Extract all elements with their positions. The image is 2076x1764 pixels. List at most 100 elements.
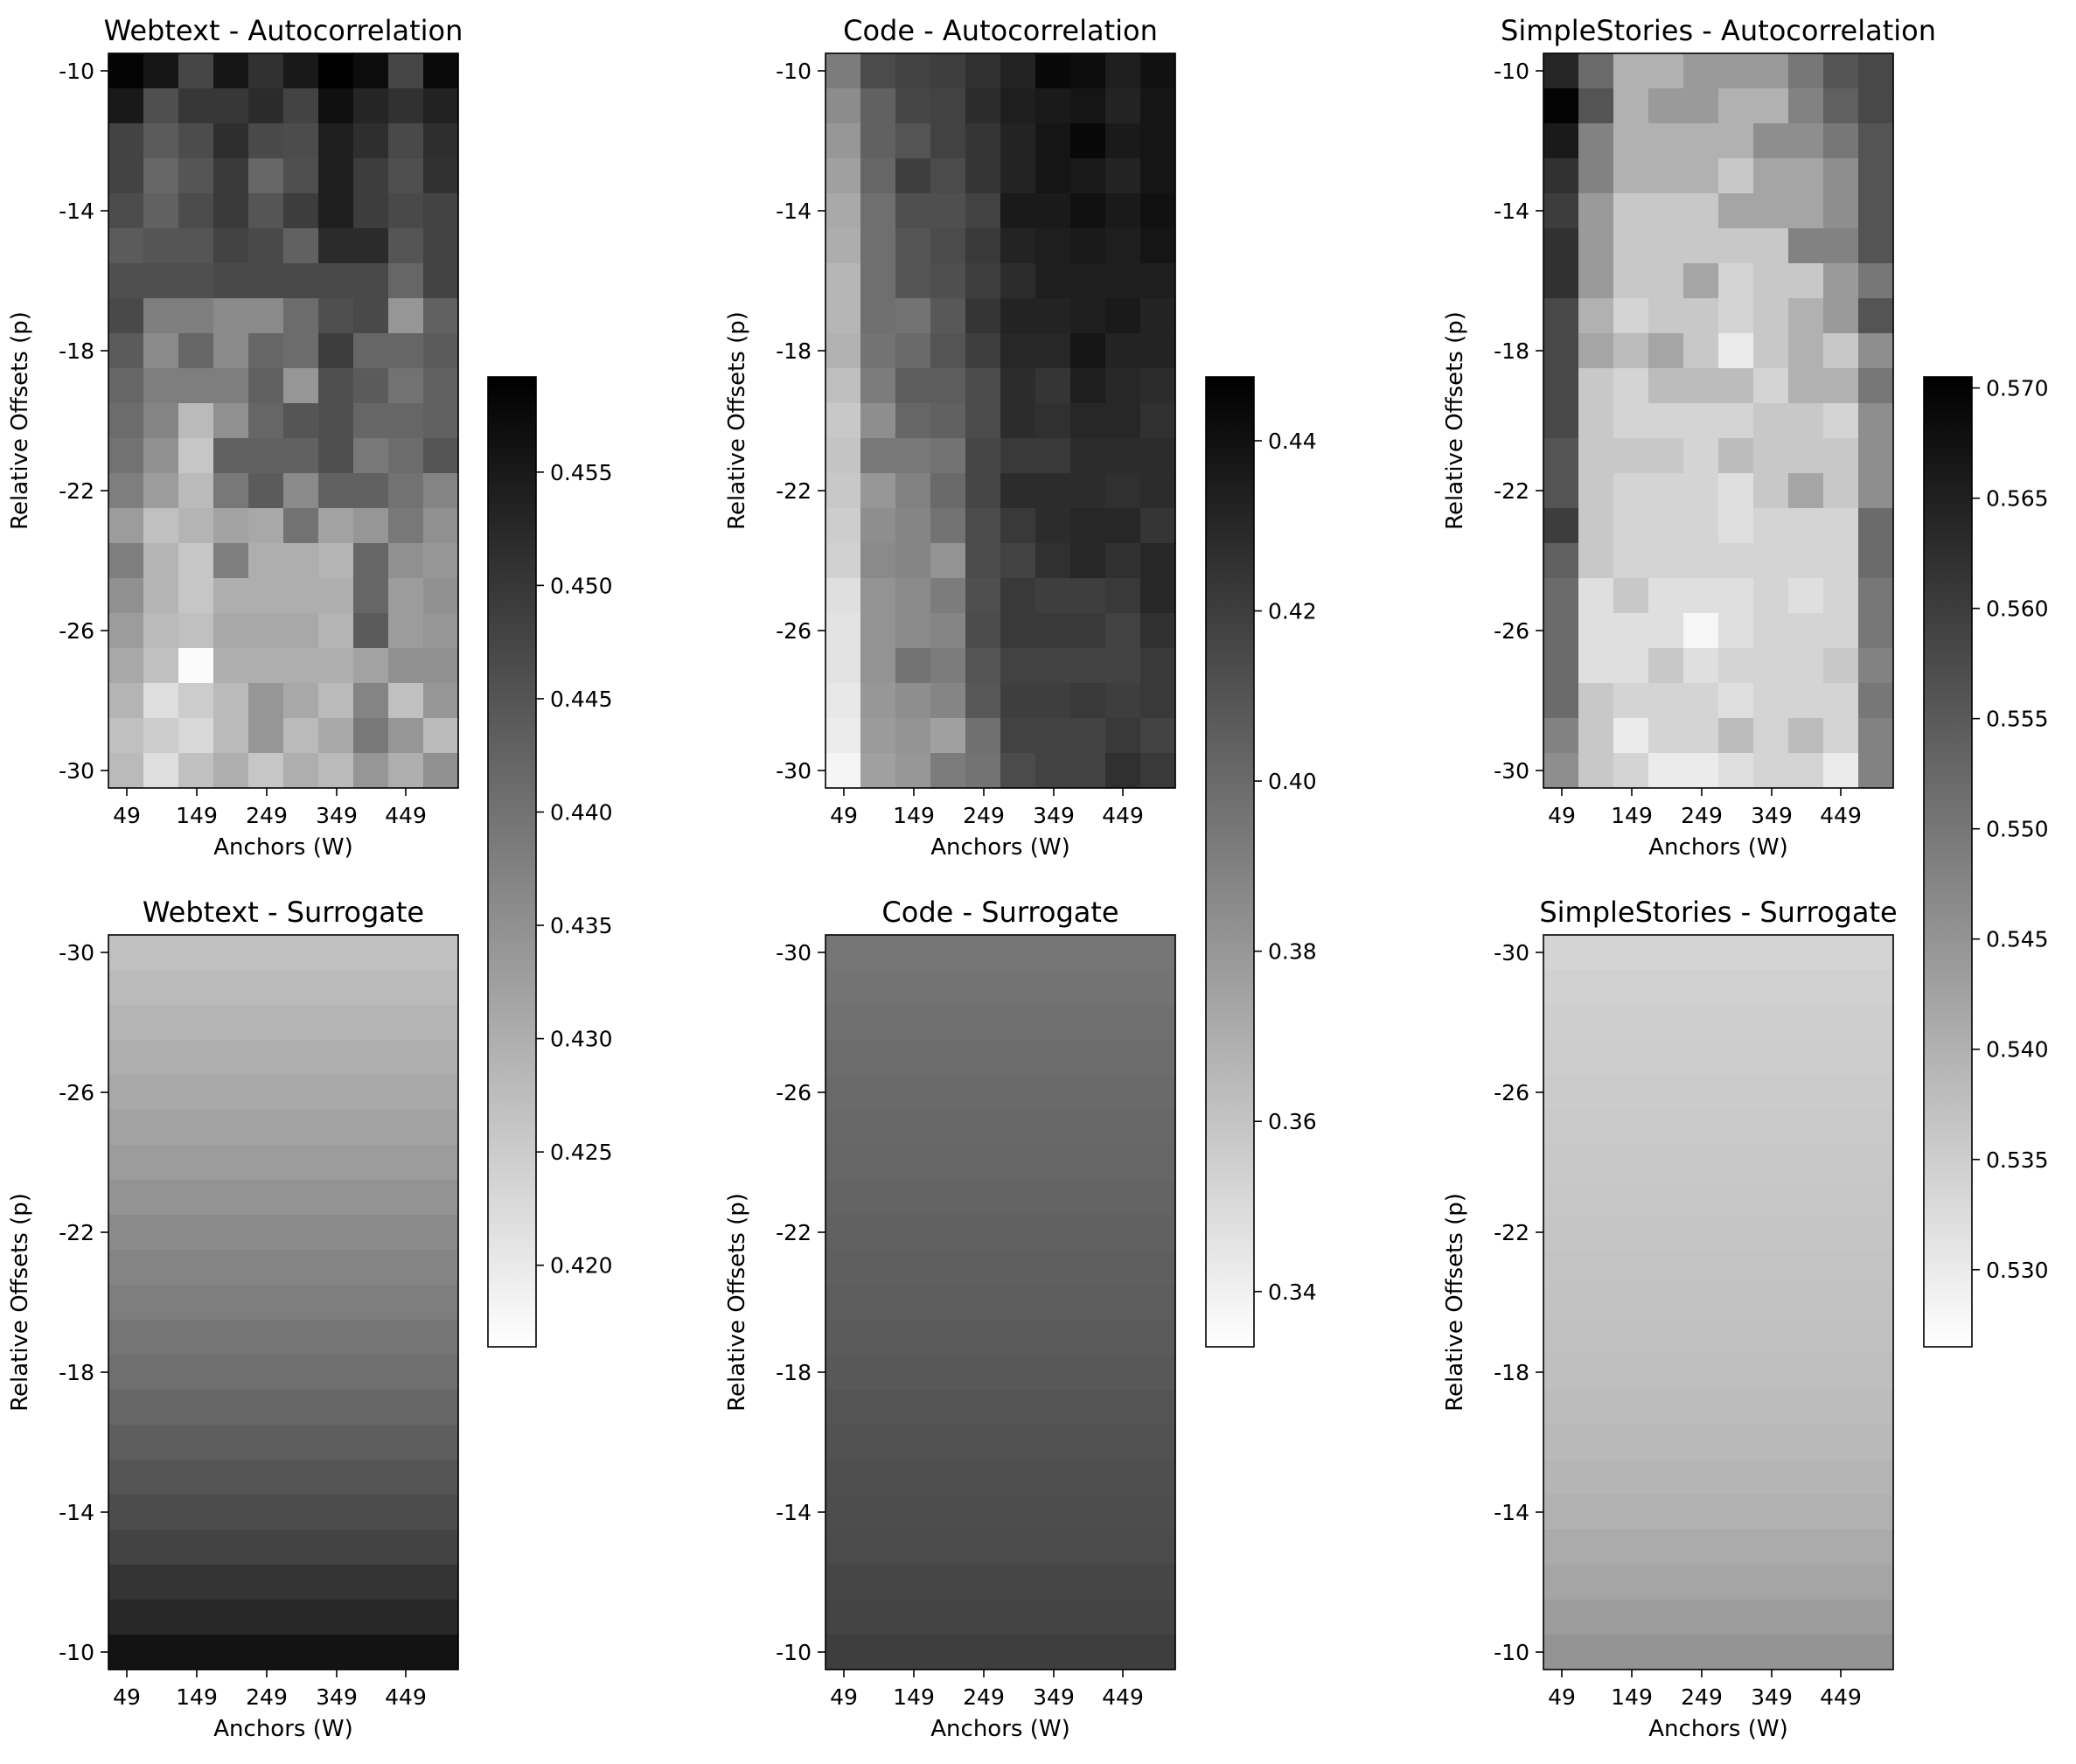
colorbar-gradient xyxy=(487,376,537,1348)
heatmap-cell xyxy=(1613,543,1649,579)
heatmap-cell xyxy=(1683,648,1719,684)
heatmap-cell xyxy=(1823,158,1859,194)
heatmap-cell xyxy=(318,193,354,229)
heatmap-cell xyxy=(1578,438,1614,474)
heatmap-cell xyxy=(1578,683,1614,719)
heatmap-cell xyxy=(178,753,214,789)
heatmap-cell xyxy=(965,368,1001,404)
heatmap-cell xyxy=(1613,53,1649,89)
heatmap-cell xyxy=(178,193,214,229)
heatmap-cell xyxy=(1140,333,1176,369)
y-tick-label: -30 xyxy=(776,758,812,784)
y-axis-label: Relative Offsets (p) xyxy=(724,311,750,530)
heatmap-cell xyxy=(895,333,931,369)
heatmap-cell xyxy=(1753,368,1789,404)
heatmap-cell xyxy=(826,193,861,229)
heatmap-cell xyxy=(1648,88,1684,124)
heatmap-cell xyxy=(423,228,459,264)
heatmap-cell xyxy=(826,543,861,579)
heatmap-cell xyxy=(178,368,214,404)
heatmap-cell xyxy=(1543,1110,1894,1146)
heatmap-cell xyxy=(353,508,389,544)
heatmap-cell xyxy=(143,438,179,474)
x-tick-label: 149 xyxy=(176,1684,218,1710)
y-tick-label: -18 xyxy=(59,338,94,364)
heatmap-cell xyxy=(1105,333,1141,369)
heatmap-cell xyxy=(423,578,459,614)
heatmap-cell xyxy=(1858,403,1894,439)
heatmap-cell xyxy=(353,123,389,159)
heatmap-cell xyxy=(1000,333,1036,369)
heatmap-cell xyxy=(826,1320,1176,1356)
heatmap-cell xyxy=(826,578,861,614)
heatmap-cell xyxy=(178,333,214,369)
heatmap-cell xyxy=(1035,333,1071,369)
x-tick-label: 249 xyxy=(1681,1684,1723,1710)
colorbar-tick-label: 0.555 xyxy=(1986,707,2049,732)
x-tick-label: 249 xyxy=(246,803,288,828)
y-axis-label: Relative Offsets (p) xyxy=(724,1193,750,1412)
heatmap-cell xyxy=(423,613,459,649)
y-tick-label: -14 xyxy=(776,1500,812,1525)
y-tick-label: -22 xyxy=(59,478,94,504)
heatmap-cell xyxy=(895,263,931,299)
heatmap-cell xyxy=(318,578,354,614)
heatmap-cell xyxy=(248,543,284,579)
heatmap-cell xyxy=(1788,158,1824,194)
heatmap-cell xyxy=(1543,263,1579,299)
heatmap-cell xyxy=(1000,578,1036,614)
heatmap-cell xyxy=(1140,438,1176,474)
heatmap-cell xyxy=(1035,543,1071,579)
y-tick-label: -18 xyxy=(1494,338,1529,364)
heatmap-cell xyxy=(895,158,931,194)
heatmap-cell xyxy=(108,1320,459,1356)
heatmap-cell xyxy=(1543,1355,1894,1391)
heatmap-cell xyxy=(1718,53,1754,89)
plot-frame xyxy=(825,934,1176,1670)
heatmap-cell xyxy=(930,193,966,229)
colorbar-tick-label: 0.42 xyxy=(1268,599,1317,624)
heatmap-cell xyxy=(860,578,896,614)
heatmap-cell xyxy=(860,123,896,159)
heatmap-cell xyxy=(1035,263,1071,299)
y-axis-label: Relative Offsets (p) xyxy=(7,1193,33,1412)
heatmap-cell xyxy=(178,473,214,509)
heatmap-cell xyxy=(248,368,284,404)
plot-frame xyxy=(108,934,459,1670)
heatmap-cell xyxy=(178,613,214,649)
plot-frame xyxy=(108,52,459,789)
heatmap-cell xyxy=(1613,403,1649,439)
heatmap-cell xyxy=(353,263,389,299)
colorbar-gradient xyxy=(1923,376,1973,1348)
x-tick-label: 349 xyxy=(1751,1684,1793,1710)
heatmap-cell xyxy=(1648,508,1684,544)
heatmap-cell xyxy=(353,543,389,579)
heatmap-cell xyxy=(1788,88,1824,124)
heatmap-cell xyxy=(930,508,966,544)
heatmap-cell xyxy=(1105,228,1141,264)
x-tick-label: 49 xyxy=(1548,803,1576,828)
heatmap-cell xyxy=(353,158,389,194)
heatmap-cell xyxy=(388,88,424,124)
heatmap-cell xyxy=(1140,158,1176,194)
heatmap-cell xyxy=(1105,683,1141,719)
heatmap-cell xyxy=(108,1390,459,1426)
heatmap-cell xyxy=(965,683,1001,719)
y-tick-label: -26 xyxy=(1494,1080,1529,1105)
heatmap-cell xyxy=(248,158,284,194)
heatmap-cell xyxy=(1648,403,1684,439)
heatmap-cell xyxy=(108,1565,459,1600)
heatmap-cell xyxy=(1823,88,1859,124)
heatmap-cell xyxy=(388,53,424,89)
heatmap-cell xyxy=(860,543,896,579)
heatmap-cell xyxy=(1613,683,1649,719)
heatmap-cell xyxy=(178,718,214,754)
colorbar-tick-label: 0.435 xyxy=(550,913,613,938)
heatmap-cell xyxy=(1578,88,1614,124)
heatmap-cell xyxy=(1683,578,1719,614)
heatmap-cell xyxy=(1543,1040,1894,1076)
heatmap-cell xyxy=(1000,683,1036,719)
x-tick-label: 49 xyxy=(1548,1684,1576,1710)
heatmap-cell xyxy=(248,298,284,334)
heatmap-cell xyxy=(423,123,459,159)
